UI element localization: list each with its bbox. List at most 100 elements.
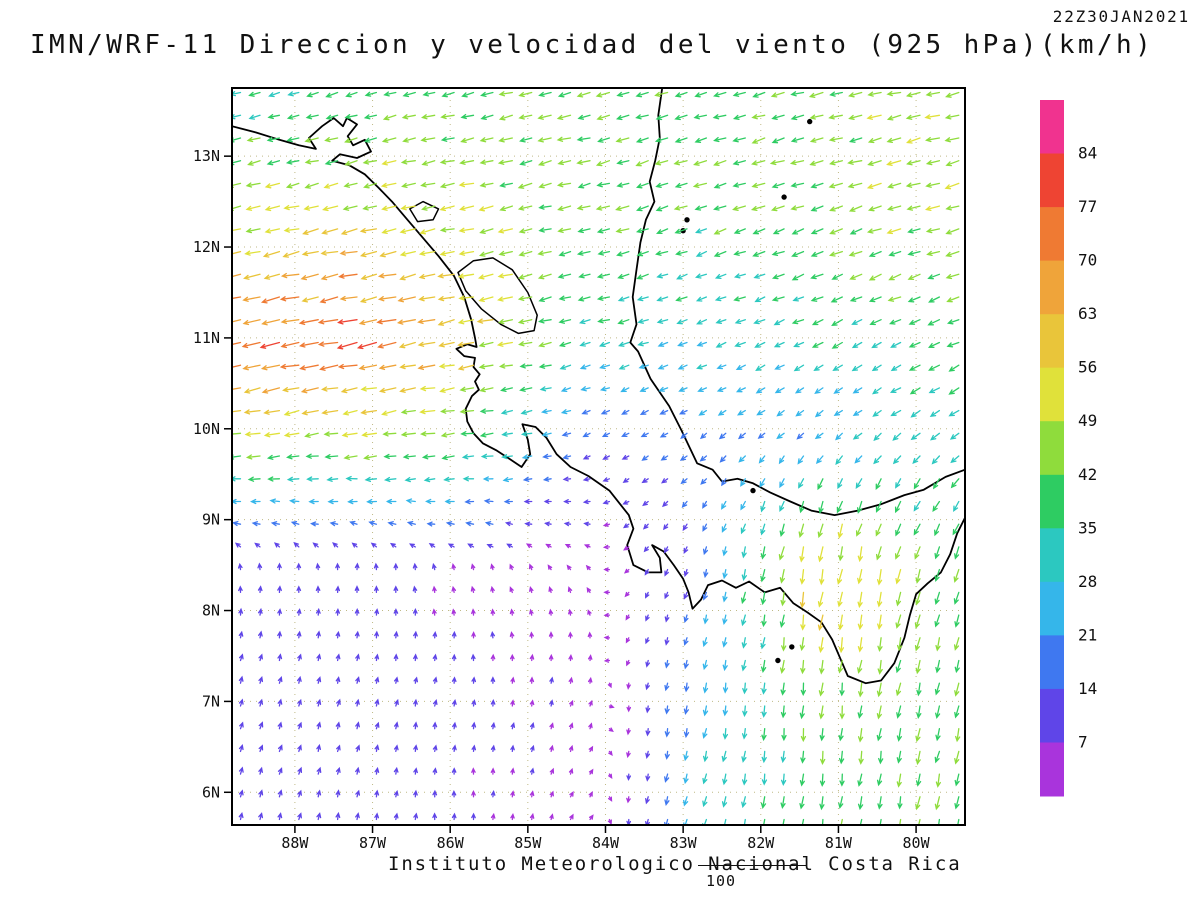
wind-arrow	[615, 114, 630, 121]
wind-arrow	[595, 91, 611, 98]
wind-arrow	[848, 137, 863, 143]
wind-arrow	[419, 385, 436, 392]
wind-arrow	[437, 319, 455, 326]
wind-arrow	[934, 750, 941, 764]
wind-arrow	[484, 521, 494, 527]
wind-arrow	[383, 476, 397, 483]
wind-arrow	[339, 295, 358, 302]
wind-arrow	[480, 91, 494, 98]
wind-arrow	[674, 228, 688, 234]
wind-arrow	[304, 182, 319, 189]
wind-arrow	[660, 478, 669, 484]
wind-arrow	[751, 114, 766, 120]
wind-arrow	[868, 273, 882, 281]
wind-arrow	[509, 608, 515, 616]
wind-arrow	[239, 721, 244, 730]
wind-arrow	[479, 159, 494, 165]
wind-arrow	[306, 91, 319, 98]
wind-arrow	[799, 500, 805, 514]
wind-arrow	[417, 364, 436, 371]
wind-arrow	[664, 705, 670, 715]
wind-arrow	[906, 160, 921, 166]
wind-arrow	[817, 523, 824, 539]
lon-tick-label: 83W	[670, 834, 698, 852]
wind-arrow	[713, 228, 727, 235]
wind-arrow	[867, 205, 882, 212]
wind-arrow	[374, 653, 380, 662]
chart-title: IMN/WRF-11 Direccion y velocidad del vie…	[30, 30, 1155, 60]
wind-arrow	[363, 137, 378, 143]
wind-arrow	[319, 296, 339, 304]
wind-arrow	[818, 500, 824, 514]
wind-arrow	[362, 205, 378, 211]
wind-arrow	[597, 137, 611, 143]
colorbar-segment	[1040, 528, 1064, 583]
wind-arrow	[836, 500, 843, 514]
lon-tick-label: 87W	[359, 834, 387, 852]
wind-arrow	[869, 319, 882, 326]
wind-arrow	[304, 159, 319, 165]
lat-tick-label: 12N	[193, 238, 220, 256]
wind-arrow	[713, 205, 727, 211]
wind-arrow	[771, 250, 785, 257]
wind-arrow	[351, 542, 358, 548]
wind-arrow	[759, 478, 766, 488]
wind-arrow	[302, 228, 319, 235]
wind-arrow	[510, 812, 515, 821]
wind-arrow	[791, 319, 805, 325]
wind-arrow	[836, 568, 843, 585]
wind-arrow	[432, 630, 438, 639]
wind-arrow	[335, 562, 340, 571]
wind-arrow	[370, 542, 378, 548]
wind-arrow	[457, 341, 475, 348]
wind-arrow	[857, 568, 863, 585]
wind-arrow	[325, 91, 339, 98]
wind-arrow	[537, 114, 552, 120]
wind-arrow	[490, 812, 496, 821]
wind-arrow	[702, 546, 709, 556]
wind-arrow	[915, 773, 922, 787]
wind-arrow	[888, 250, 902, 257]
wind-arrow	[510, 699, 515, 707]
wind-arrow	[356, 341, 378, 350]
wind-arrow	[793, 341, 805, 348]
wind-arrow	[780, 750, 786, 764]
wind-arrow	[413, 630, 418, 639]
wind-arrow	[317, 319, 339, 325]
wind-arrow	[664, 796, 670, 806]
wind-arrow	[714, 296, 727, 302]
wind-arrow	[381, 205, 397, 211]
wind-arrow	[664, 659, 670, 669]
wind-arrow	[270, 521, 281, 527]
wind-arrow	[852, 432, 863, 440]
wind-arrow	[680, 478, 688, 485]
wind-arrow	[258, 721, 264, 730]
wind-arrow	[607, 682, 612, 689]
wind-arrow	[374, 789, 380, 798]
wind-arrow	[813, 364, 824, 371]
wind-arrow	[849, 296, 863, 302]
wind-arrow	[480, 114, 494, 120]
wind-arrow	[247, 476, 261, 482]
wind-arrow	[316, 789, 322, 798]
wind-arrow	[529, 676, 535, 684]
wind-arrow	[501, 431, 513, 437]
wind-arrow	[418, 273, 436, 280]
wind-arrow	[341, 432, 358, 438]
lon-tick-label: 88W	[281, 834, 309, 852]
wind-arrow	[460, 137, 475, 143]
wind-arrow	[269, 498, 281, 504]
wind-arrow	[790, 182, 805, 188]
wind-arrow	[279, 363, 300, 370]
wind-arrow	[257, 585, 263, 594]
wind-arrow	[549, 813, 554, 821]
wind-arrow	[402, 91, 416, 98]
wind-arrow	[894, 546, 902, 560]
wind-arrow	[471, 608, 476, 616]
wind-arrow	[498, 114, 513, 121]
wind-arrow	[557, 91, 572, 98]
island	[750, 487, 756, 494]
wind-arrow	[441, 454, 455, 461]
wind-arrow	[680, 432, 688, 439]
